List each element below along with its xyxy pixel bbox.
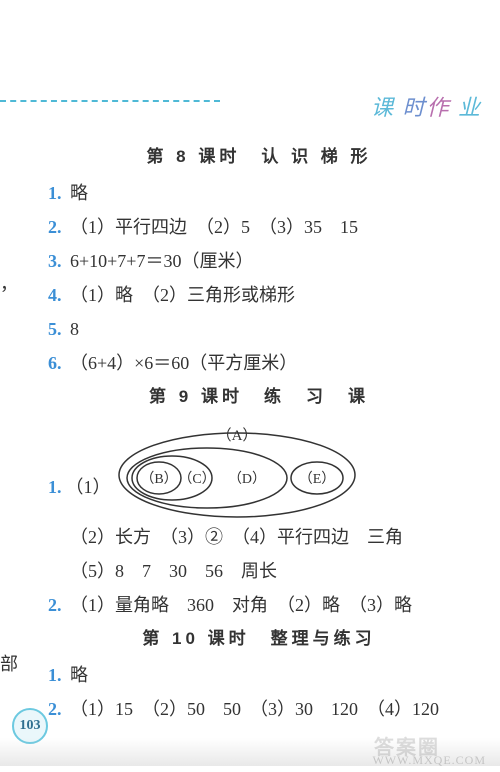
item-number: 5. xyxy=(48,319,62,339)
label-c: （C） xyxy=(178,471,215,487)
s9-line-b: （5）8 7 30 56 周长 xyxy=(48,558,470,586)
s10-line-2: 2. （1）15 （2）50 50 （3）30 120 （4）120 xyxy=(48,696,470,724)
label-d: （D） xyxy=(227,471,265,487)
item-number: 3. xyxy=(48,251,62,271)
item-text: 8 xyxy=(70,319,79,339)
left-edge-fragment-1: ， xyxy=(0,270,18,296)
label-e: （E） xyxy=(298,471,335,487)
s8-line-1: 1. 略 xyxy=(48,180,470,208)
item-number: 2. xyxy=(48,595,62,615)
s8-line-4: 4. （1）略 （2）三角形或梯形 xyxy=(48,282,470,310)
subitem-number: （1） xyxy=(66,474,111,502)
s9-line-a: （2）长方 （3）② （4）平行四边 三角 xyxy=(48,524,470,552)
venn-row: 1. （1） （A） （B） （C） （D） （E） xyxy=(48,420,470,520)
s10-line-1: 1. 略 xyxy=(48,662,470,690)
section-title-8: 第 8 课时 认 识 梯 形 xyxy=(48,144,470,170)
header-tag: 课 时作 业 xyxy=(371,90,482,122)
item-number: 1. xyxy=(48,183,62,203)
s8-line-2: 2. （1）平行四边 （2）5 （3）35 15 xyxy=(48,214,470,242)
item-text: 略 xyxy=(70,183,88,203)
item-number: 6. xyxy=(48,353,62,373)
item-number: 4. xyxy=(48,285,62,305)
label-b: （B） xyxy=(140,471,177,487)
item-text: （2）长方 （3）② （4）平行四边 三角 xyxy=(70,527,403,547)
s8-line-3: 3. 6+10+7+7＝30（厘米） xyxy=(48,248,470,276)
venn-diagram: （A） （B） （C） （D） （E） xyxy=(117,420,377,520)
item-number: 2. xyxy=(48,699,62,719)
section-title-10: 第 10 课时 整理与练习 xyxy=(48,626,470,652)
section-title-9: 第 9 课时 练 习 课 xyxy=(48,384,470,410)
item-number: 1. xyxy=(48,665,62,685)
item-number: 2. xyxy=(48,217,62,237)
page-content: 第 8 课时 认 识 梯 形 1. 略 2. （1）平行四边 （2）5 （3）3… xyxy=(48,138,470,730)
watermark-url: WWW.MXQE.COM xyxy=(372,753,486,768)
s9-line-2: 2. （1）量角略 360 对角 （2）略 （3）略 xyxy=(48,592,470,620)
s8-line-6: 6. （6+4）×6＝60（平方厘米） xyxy=(48,350,470,378)
label-a: （A） xyxy=(216,427,257,444)
item-text: （1）平行四边 （2）5 （3）35 15 xyxy=(70,217,358,237)
item-text: （1）15 （2）50 50 （3）30 120 （4）120 xyxy=(70,699,439,719)
item-text: 6+10+7+7＝30（厘米） xyxy=(70,251,253,271)
item-text: （1）量角略 360 对角 （2）略 （3）略 xyxy=(70,595,412,615)
left-edge-fragment-2: 部 xyxy=(0,650,18,676)
s8-line-5: 5. 8 xyxy=(48,316,470,344)
top-dashed-rule xyxy=(0,100,220,102)
item-text: （1）略 （2）三角形或梯形 xyxy=(70,285,295,305)
item-text: （6+4）×6＝60（平方厘米） xyxy=(70,353,297,373)
item-text: 略 xyxy=(70,665,88,685)
item-text: （5）8 7 30 56 周长 xyxy=(70,561,277,581)
item-number: 1. xyxy=(48,474,62,502)
